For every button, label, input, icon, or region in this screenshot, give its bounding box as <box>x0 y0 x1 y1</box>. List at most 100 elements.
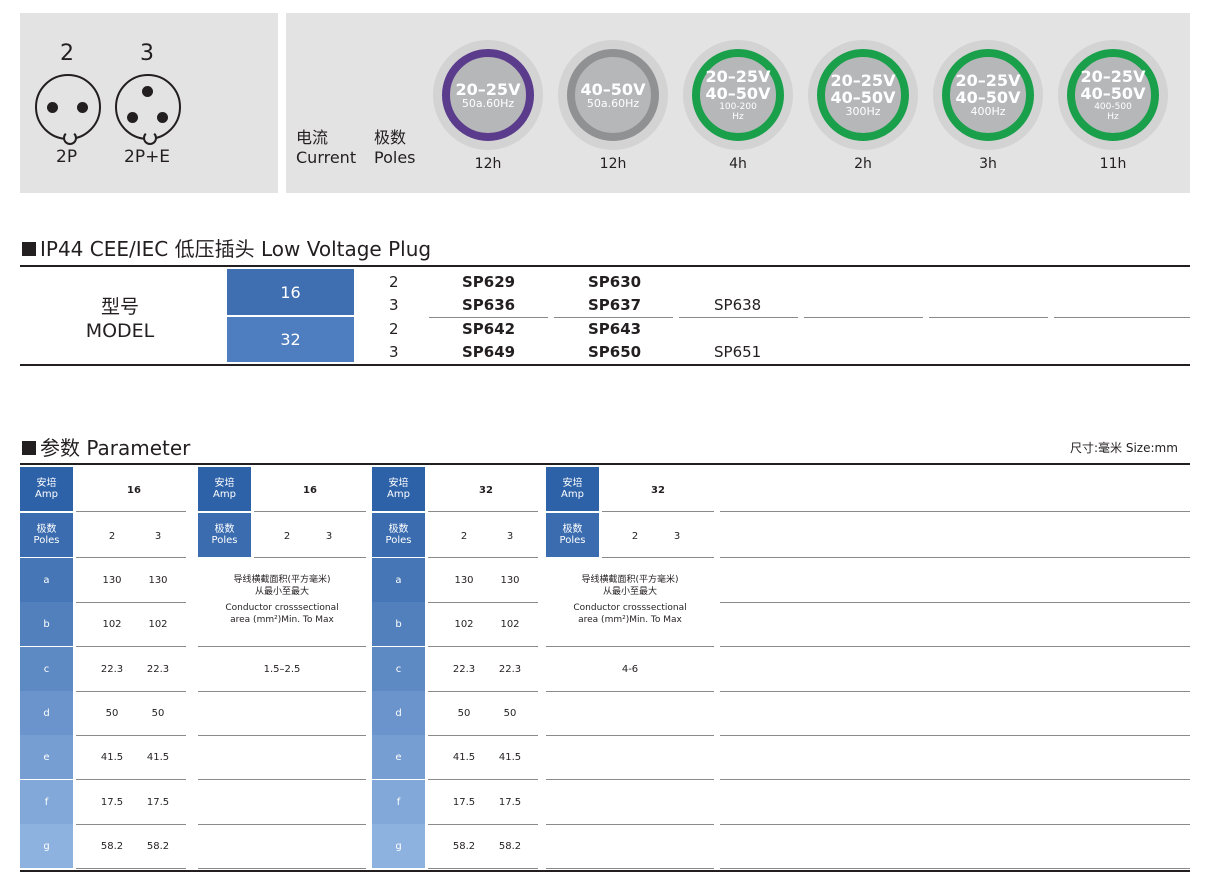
wire-divider <box>198 824 366 825</box>
param-value: 41.5 <box>100 752 124 763</box>
badge-text: 40–50V 50a.60Hz <box>567 49 659 141</box>
param-header-en: Amp <box>561 489 584 500</box>
wire-note-cn: 导线横截面积(平方毫米) <box>233 575 331 585</box>
wire-divider <box>546 735 714 736</box>
wire-divider <box>546 691 714 692</box>
param-divider <box>428 646 538 647</box>
voltage-badge: 20–25V 40–50V 300Hz <box>808 40 918 150</box>
model-code: SP636 <box>462 296 516 314</box>
wire-amp-value: 16 <box>303 485 317 496</box>
param-divider <box>428 779 538 780</box>
param-letter: e <box>20 735 73 779</box>
param-pole-value: 2 <box>108 531 116 542</box>
param-divider <box>428 602 538 603</box>
param-value: 102 <box>500 619 520 630</box>
param-divider <box>720 779 1190 780</box>
square-bullet-icon <box>22 242 36 256</box>
badge-voltage: 20–25V <box>955 71 1021 90</box>
param-value: 22.3 <box>100 664 124 675</box>
wire-amp-value: 32 <box>651 485 665 496</box>
badge-voltage: 40–50V <box>830 88 896 107</box>
badge-ring <box>1067 49 1159 141</box>
param-value: 50 <box>151 708 165 719</box>
param-value: 41.5 <box>146 752 170 763</box>
wire-note-cn: 从最小至最大 <box>602 587 657 597</box>
param-letter-text: d <box>43 707 50 719</box>
param-letter: f <box>372 780 425 824</box>
param-letter: d <box>20 691 73 735</box>
param-divider <box>76 602 186 603</box>
badge-ring <box>817 49 909 141</box>
badge-text: 20–25V 50a.60Hz <box>442 49 534 141</box>
model-divider <box>554 317 673 318</box>
param-bottom-rule <box>20 870 1190 872</box>
param-value: 50 <box>503 708 517 719</box>
param-letter: f <box>20 780 73 824</box>
param-header: 安培 Amp <box>372 467 425 511</box>
param-header: 极数 Poles <box>372 513 425 557</box>
pin-label-2p: 2P <box>56 147 78 167</box>
model-code: SP638 <box>714 296 762 314</box>
wire-note-en: Conductor crosssectional <box>225 603 339 613</box>
param-header-cn: 极数 <box>562 524 583 535</box>
param-divider <box>428 511 538 512</box>
model-code: SP637 <box>588 296 642 314</box>
param-divider <box>720 602 1190 603</box>
param-letter-text: c <box>43 663 50 675</box>
param-header-cn: 安培 <box>36 478 57 489</box>
param-header: 安培 Amp <box>198 467 251 511</box>
param-divider <box>720 511 1190 512</box>
badge-text: 20–25V 40–50V 400-500 Hz <box>1067 49 1159 141</box>
param-divider <box>76 557 186 558</box>
badge-voltage: 20–25V <box>1080 67 1146 86</box>
model-code: SP642 <box>462 320 516 338</box>
param-letter: g <box>20 824 73 868</box>
badge-frequency-unit: Hz <box>732 112 744 122</box>
wire-note-en: area (mm²)Min. To Max <box>578 615 682 625</box>
param-header-en: Poles <box>559 535 586 546</box>
model-code: SP643 <box>588 320 642 338</box>
badge-frequency-unit: Hz <box>1107 112 1119 122</box>
param-divider <box>428 824 538 825</box>
model-divider <box>929 317 1048 318</box>
pin-label-2p-e: 2P+E <box>124 147 171 167</box>
badge-hours: 3h <box>979 156 997 172</box>
param-header-en: Amp <box>213 489 236 500</box>
current-label: 电流 Current <box>296 128 357 167</box>
param-header: 极数 Poles <box>546 513 599 557</box>
model-code: SP630 <box>588 273 642 291</box>
param-letter: b <box>372 602 425 646</box>
model-code: SP649 <box>462 343 516 361</box>
param-divider <box>76 868 186 869</box>
param-divider <box>720 868 1190 869</box>
badge-ring <box>442 49 534 141</box>
param-divider <box>720 735 1190 736</box>
param-letter-text: e <box>395 751 402 763</box>
wire-divider <box>602 511 714 512</box>
wire-note: 导线横截面积(平方毫米) 从最小至最大 Conductor crosssection… <box>198 574 366 626</box>
wire-divider <box>546 868 714 869</box>
param-value: 17.5 <box>452 797 476 808</box>
param-header-en: Poles <box>211 535 238 546</box>
model-amp-16: 16 <box>227 269 354 315</box>
badge-hours: 2h <box>854 156 872 172</box>
param-header: 安培 Amp <box>20 467 73 511</box>
param-divider <box>428 691 538 692</box>
voltage-badge: 40–50V 50a.60Hz <box>558 40 668 150</box>
param-value: 102 <box>102 619 122 630</box>
poles-label: 极数 Poles <box>374 128 416 167</box>
param-pole-value: 3 <box>506 531 514 542</box>
badge-hours: 12h <box>474 156 502 172</box>
param-section-title: 参数 Parameter <box>22 432 190 461</box>
voltage-badge: 20–25V 50a.60Hz <box>433 40 543 150</box>
wire-range: 4-6 <box>621 664 639 675</box>
param-divider <box>428 868 538 869</box>
param-value: 58.2 <box>452 841 476 852</box>
param-divider <box>720 824 1190 825</box>
square-bullet-icon <box>22 441 36 455</box>
badge-text: 20–25V 40–50V 300Hz <box>817 49 909 141</box>
param-header: 极数 Poles <box>20 513 73 557</box>
param-divider <box>76 691 186 692</box>
param-value: 50 <box>457 708 471 719</box>
model-divider <box>804 317 923 318</box>
